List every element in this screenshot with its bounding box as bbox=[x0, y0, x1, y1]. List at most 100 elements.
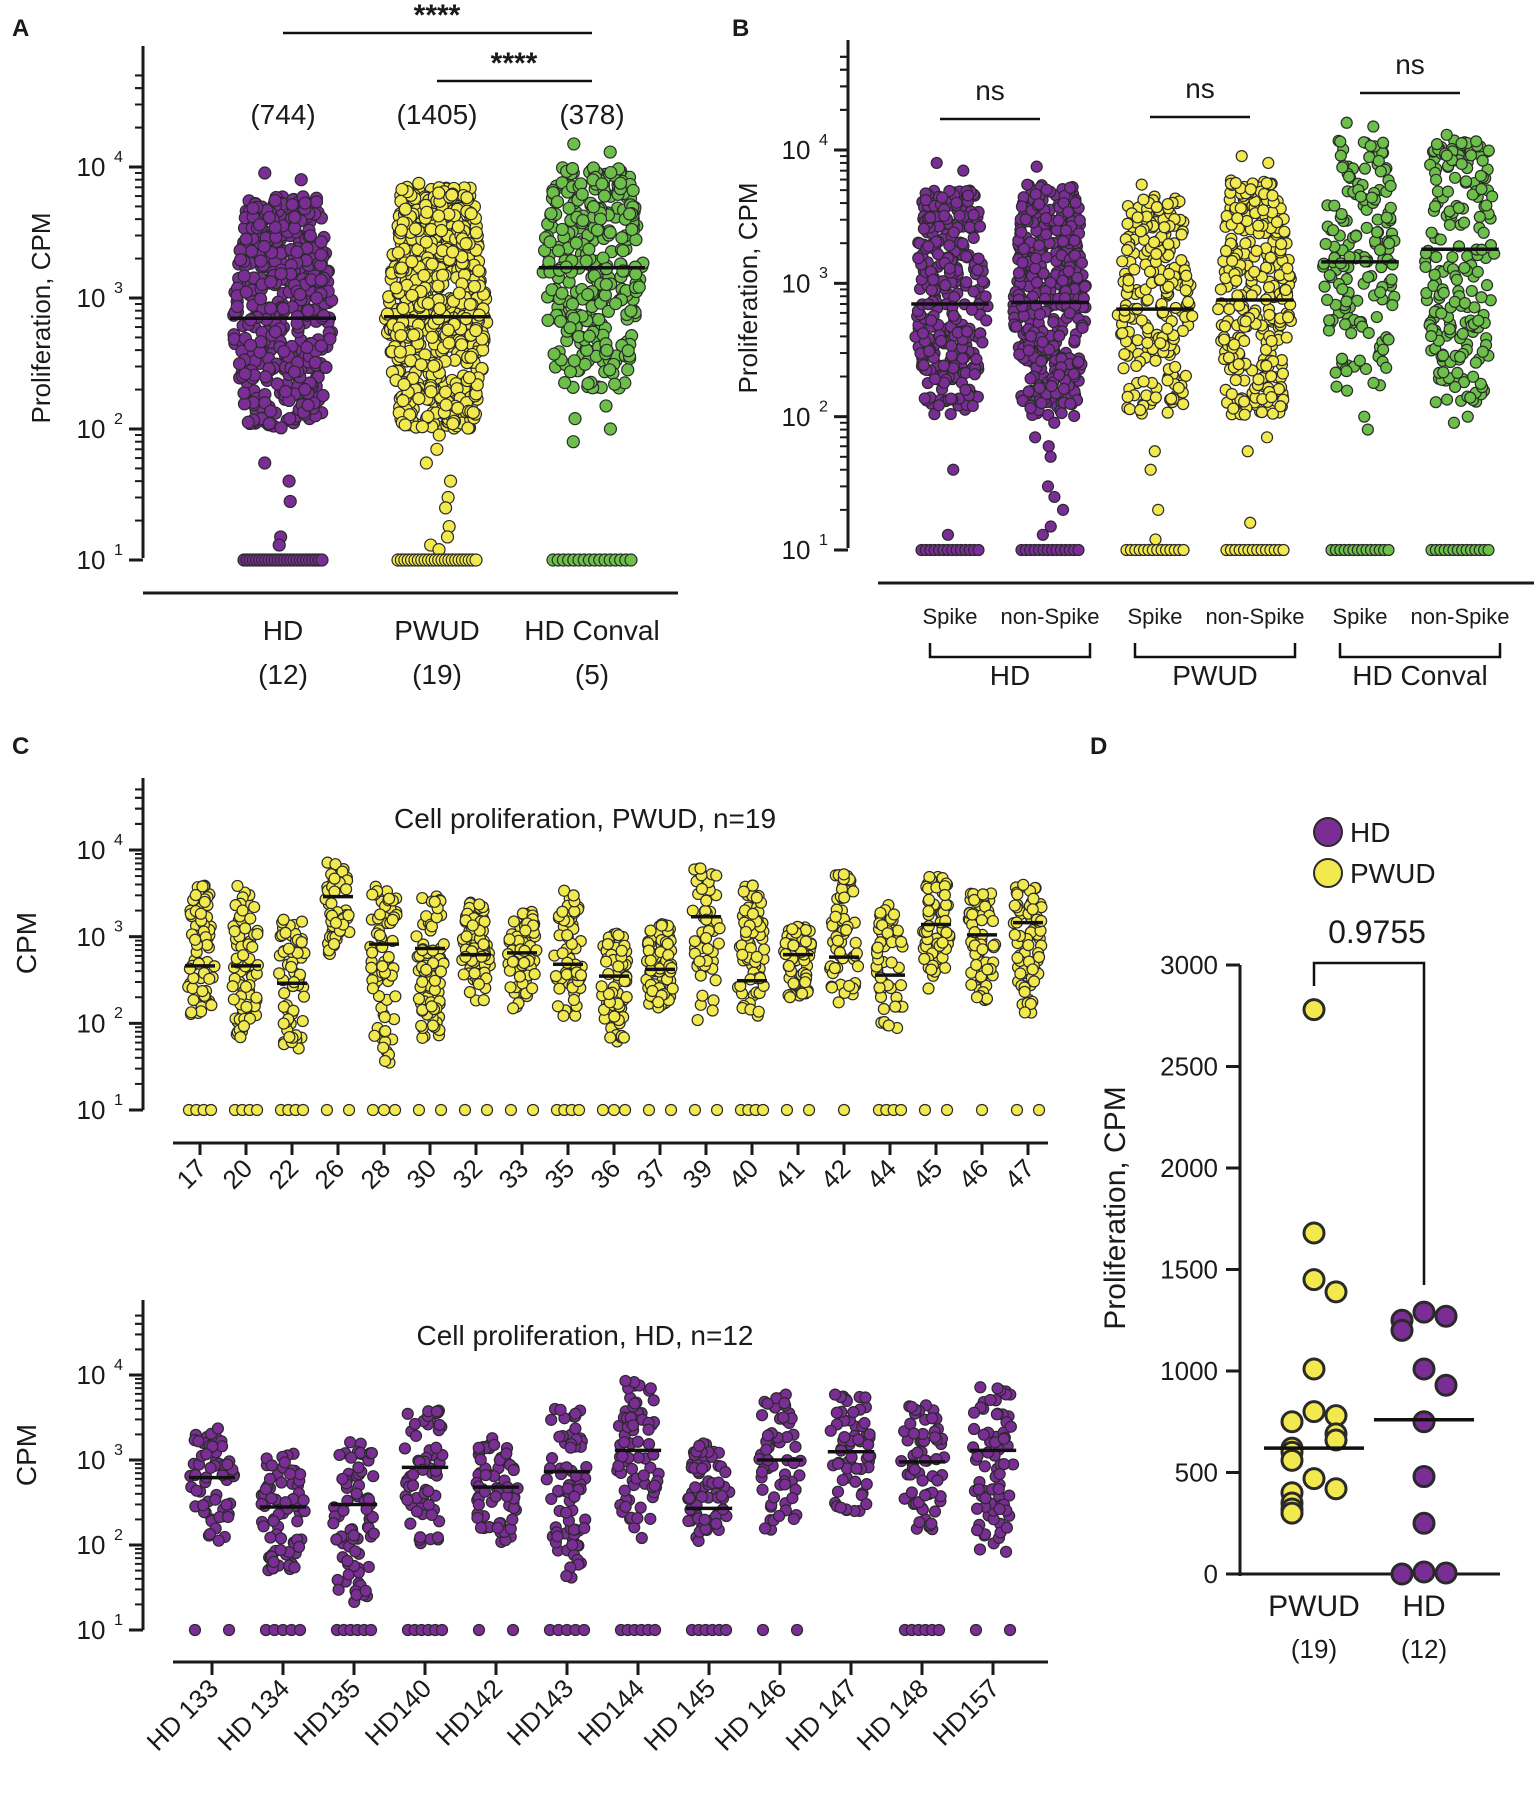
panel-b-hd-conval-spike-point bbox=[1317, 257, 1330, 270]
panel-b-tick-exp: 3 bbox=[819, 264, 828, 282]
panel-c-pwud-donor-floor-point bbox=[607, 1103, 621, 1117]
panel-c-pwud-donor-floor-point bbox=[642, 1103, 656, 1117]
panel-b-tick-exp: 2 bbox=[819, 397, 828, 415]
panel-b-hd-spike-point bbox=[941, 528, 955, 541]
panel-b-hd-spike-point bbox=[971, 263, 984, 277]
panel-b-sub-6: non-Spike bbox=[1410, 604, 1509, 629]
panel-b-pwud-spike-point bbox=[1161, 374, 1174, 387]
panel-b-pwud-non-spike-point bbox=[1231, 212, 1244, 225]
panel-b-pwud-spike-point bbox=[1175, 254, 1188, 267]
panel-b-hd-conval-non-spike-point bbox=[1459, 175, 1473, 188]
panel-b-hd-conval-spike-point bbox=[1323, 269, 1336, 282]
panel-b-hd-non-spike-point bbox=[1063, 181, 1077, 194]
panel-c-pwud-donor-point bbox=[248, 900, 261, 914]
panel-c-hd-tick-exp: 2 bbox=[114, 1526, 123, 1544]
panel-a-hd-point bbox=[233, 253, 248, 267]
panel-b-pwud-spike-point bbox=[1141, 336, 1154, 350]
panel-b-hd-non-spike-floor-point bbox=[1072, 543, 1085, 557]
panel-b-hd-conval-spike-point bbox=[1334, 135, 1347, 148]
panel-c-pwud-donor-point bbox=[196, 985, 209, 998]
panel-b-sub-3: Spike bbox=[1127, 604, 1182, 629]
panel-c-pwud-title: Cell proliferation, PWUD, n=19 bbox=[394, 803, 776, 834]
panel-c-pwud-donor-point bbox=[277, 1017, 290, 1030]
panel-b-hd-conval-non-spike-point bbox=[1458, 296, 1472, 310]
panel-c-pwud-donor-point bbox=[228, 925, 241, 938]
panel-a-hd-conval-point bbox=[625, 222, 639, 237]
panel-b-hd-non-spike-point bbox=[1055, 406, 1068, 420]
panel-b-pwud-spike-point bbox=[1122, 274, 1135, 287]
panel-c-pwud-donor-point bbox=[987, 939, 1000, 952]
panel-b-hd-non-spike-point bbox=[1017, 242, 1031, 255]
panel-a-pwud-point bbox=[405, 255, 419, 269]
panel-b-hd-non-spike-point bbox=[1015, 226, 1028, 239]
panel-c-pwud-x-label: 26 bbox=[309, 1153, 351, 1195]
panel-b-hd-spike-point bbox=[968, 368, 981, 381]
panel-b-hd-conval-non-spike-floor-point bbox=[1482, 543, 1495, 557]
panel-a-pwud-point bbox=[396, 394, 410, 408]
panel-b-hd-conval-non-spike-point bbox=[1480, 279, 1494, 292]
panel-b-pwud-non-spike-point bbox=[1266, 189, 1279, 202]
panel-a-hd-point bbox=[268, 220, 282, 235]
panel-c-hd: Cell proliferation, HD, n=12 CPM 10 110 21… bbox=[11, 1300, 1048, 1757]
panel-c-pwud-donor-point bbox=[938, 888, 952, 902]
panel-c-pwud-donor-point bbox=[513, 970, 527, 983]
panel-b-hd-conval-non-spike-point bbox=[1472, 314, 1485, 327]
panel-c-pwud-donor-point bbox=[328, 872, 341, 885]
panel-a-pwud-point bbox=[397, 377, 411, 392]
panel-c-pwud-donor-point bbox=[922, 982, 935, 995]
panel-a-hd-conval-point bbox=[563, 365, 578, 379]
panel-b-hd-conval-spike-point bbox=[1335, 207, 1348, 221]
panel-c-pwud-donor-point bbox=[574, 969, 588, 982]
panel-a-pwud-point bbox=[431, 279, 445, 293]
panel-a-hd-conval-point bbox=[613, 176, 628, 190]
panel-b-sig-hd: ns bbox=[975, 75, 1005, 106]
panel-c-hd-tick-label: 10 bbox=[77, 1530, 106, 1560]
panel-a-hd-point bbox=[241, 415, 255, 429]
panel-a-hd-point bbox=[245, 244, 259, 258]
panel-c-hd-tick-label: 10 bbox=[77, 1445, 106, 1475]
panel-c-pwud-donor-point bbox=[828, 962, 841, 975]
panel-c-pwud-donor-point bbox=[415, 1019, 428, 1032]
panel-a-sig-stars-1: **** bbox=[414, 0, 461, 32]
panel-b-pwud-spike-point bbox=[1135, 178, 1148, 191]
panel-a-count-conval: (378) bbox=[559, 99, 624, 130]
panel-b-pwud-non-spike-point bbox=[1265, 391, 1278, 404]
panel-c-pwud-donor-point bbox=[615, 944, 628, 957]
panel-b-hd-spike-point bbox=[937, 359, 950, 372]
panel-c-pwud-donor-point bbox=[426, 944, 439, 957]
panel-b-pwud-spike-point bbox=[1161, 197, 1174, 211]
panel-b-hd-conval-spike-point bbox=[1330, 380, 1343, 393]
panel-a-hd-point bbox=[300, 340, 314, 355]
panel-a-hd-point bbox=[257, 239, 271, 254]
panel-c-pwud-donor-point bbox=[365, 961, 378, 974]
panel-b-hd-conval-non-spike-point bbox=[1465, 284, 1478, 298]
panel-c-pwud-donor-point bbox=[477, 938, 490, 951]
panel-b-pwud-spike-point bbox=[1135, 314, 1148, 327]
panel-c-pwud-donor-point bbox=[1027, 892, 1040, 905]
panel-c-pwud-donor-point bbox=[838, 891, 851, 904]
panel-c-pwud-donor-point bbox=[567, 993, 581, 1007]
panel-c-pwud-donor-point bbox=[877, 1002, 890, 1016]
panel-b-hd-conval-spike-point bbox=[1340, 295, 1353, 308]
panel-a-hd-conval-point bbox=[621, 363, 635, 377]
panel-b-hd-non-spike-point bbox=[1033, 381, 1046, 395]
panel-b-pwud-non-spike-point bbox=[1239, 237, 1252, 250]
panel-b-hd-spike-point bbox=[944, 392, 958, 405]
panel-b-pwud-non-spike-point bbox=[1257, 204, 1270, 217]
panel-b-hd-conval-spike-point bbox=[1367, 120, 1380, 133]
panel-c-pwud-donor-floor-point bbox=[618, 1103, 632, 1117]
panel-b-hd-spike-point bbox=[928, 372, 942, 386]
panel-c-pwud-donor-floor-point bbox=[780, 1103, 794, 1117]
panel-c-pwud-donor-point bbox=[986, 914, 1000, 928]
panel-b-hd-conval-non-spike-point bbox=[1437, 366, 1450, 379]
panel-b-hd-conval-spike-point bbox=[1374, 286, 1387, 299]
panel-a-tick-label: 10 bbox=[77, 414, 106, 444]
panel-b-hd-conval-non-spike-point bbox=[1461, 410, 1474, 423]
panel-a-hd-point bbox=[262, 210, 276, 225]
panel-a-pwud-point bbox=[442, 336, 456, 350]
panel-a-hd-conval-point bbox=[599, 277, 613, 292]
panel-b-pwud-spike-point bbox=[1123, 403, 1136, 416]
panel-b-hd-non-spike-point bbox=[1078, 280, 1092, 293]
panel-b-hd-conval-spike-point bbox=[1322, 324, 1336, 337]
